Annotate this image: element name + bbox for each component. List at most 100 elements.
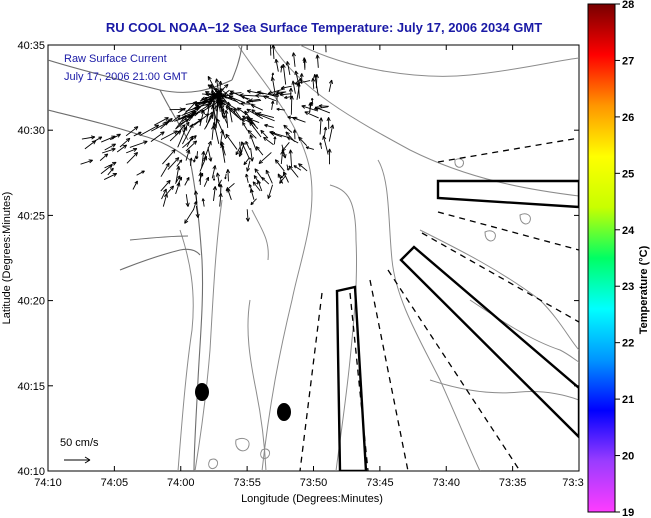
current-vector-head [180, 159, 183, 163]
current-vector-head [197, 213, 200, 218]
current-vector [169, 130, 182, 142]
current-vector [258, 152, 272, 164]
current-vector [175, 166, 180, 183]
current-vector-head [122, 144, 127, 147]
current-vector [233, 108, 244, 123]
x-tick-label: 73:40 [432, 477, 460, 489]
current-vector-head [280, 85, 285, 89]
current-vector-head [284, 95, 288, 99]
current-vector-head [287, 115, 292, 118]
current-vector-head [163, 188, 167, 192]
colorbar-tick-label: 25 [622, 168, 634, 180]
current-vector-head [168, 180, 171, 185]
current-vector-head [179, 107, 184, 110]
current-vector-head [240, 103, 245, 106]
current-vector [249, 121, 262, 138]
current-vector-head [203, 151, 206, 156]
current-vector-head [216, 78, 220, 83]
current-vector-head [267, 90, 272, 94]
current-vector [176, 159, 183, 167]
current-vector-head [258, 161, 263, 164]
current-vector [183, 101, 197, 115]
current-vector-head [127, 138, 131, 143]
current-vector [303, 57, 306, 68]
current-vector-head [285, 131, 288, 136]
current-vector [274, 136, 276, 145]
current-vector-head [135, 152, 138, 157]
current-vector [171, 114, 181, 123]
current-vector-head [200, 109, 205, 114]
current-vector-head [219, 88, 224, 90]
current-vector [247, 90, 264, 95]
current-vector [162, 149, 176, 165]
current-vector [189, 118, 203, 128]
current-vector-head [212, 178, 215, 181]
current-vector-head [241, 118, 245, 122]
current-vector-head [192, 101, 197, 104]
current-vector-head [184, 219, 186, 224]
current-vector-head [173, 149, 176, 154]
current-vector-head [303, 57, 307, 61]
current-vector [208, 84, 229, 103]
current-vector-head [187, 202, 190, 207]
current-vector [103, 173, 117, 180]
current-vector-head [246, 116, 251, 119]
current-vector [264, 124, 274, 128]
current-vector [263, 136, 274, 146]
current-vector-head [261, 177, 266, 179]
current-vector-head [284, 154, 287, 159]
current-vector-head [174, 130, 178, 135]
current-vector-head [290, 87, 293, 92]
colorbar-tick-label: 24 [622, 225, 635, 237]
current-vector-head [257, 180, 261, 184]
current-vector [253, 175, 261, 185]
current-vector-head [246, 168, 251, 172]
colorbar-tick-label: 22 [622, 338, 634, 350]
current-vector [227, 101, 233, 123]
current-vector [219, 193, 222, 207]
current-vector [192, 201, 197, 211]
current-vector [80, 159, 93, 165]
current-vector-head [249, 183, 252, 187]
current-vector-head [195, 214, 199, 219]
current-vector [221, 141, 226, 156]
current-vector-head [286, 168, 289, 171]
current-vector-head [243, 161, 246, 165]
current-vector [319, 117, 322, 135]
current-vector [241, 118, 253, 124]
current-vector [279, 93, 292, 96]
current-vector-head [225, 105, 230, 109]
x-axis-ticks: 74:10 74:05 74:00 73:55 73:50 73:45 73:40 73:35… [34, 45, 584, 489]
current-vector [139, 124, 159, 136]
current-vector [283, 171, 289, 183]
current-vector [209, 93, 220, 102]
current-vector-head [207, 84, 211, 89]
current-vector-head [174, 157, 179, 160]
current-vector [292, 80, 296, 94]
current-vector-head [275, 159, 280, 162]
current-vector [255, 146, 264, 156]
current-vector-head [260, 129, 265, 133]
current-vector-head [283, 171, 287, 175]
current-vector [275, 59, 279, 72]
current-vector [203, 141, 212, 162]
current-vector-head [214, 165, 217, 170]
current-vector-head [237, 107, 242, 110]
colorbar-label: Temperature (°C) [638, 245, 650, 334]
current-vector-head [196, 108, 200, 112]
current-vector [179, 119, 189, 125]
current-vector [286, 61, 291, 76]
y-axis-ticks: 40:10 40:15 40:20 40:25 40:30 40:35 [17, 40, 579, 478]
current-vector-head [104, 153, 108, 156]
y-tick-label: 40:15 [17, 381, 45, 393]
current-vector [240, 103, 254, 105]
current-vector [221, 144, 226, 163]
current-vector [210, 98, 218, 124]
current-vector-head [208, 157, 212, 162]
current-vector [304, 111, 319, 119]
current-vector [237, 107, 247, 116]
current-vector [175, 175, 181, 184]
current-vector [126, 148, 138, 154]
current-vector [263, 95, 277, 102]
current-vector-head [188, 149, 191, 154]
